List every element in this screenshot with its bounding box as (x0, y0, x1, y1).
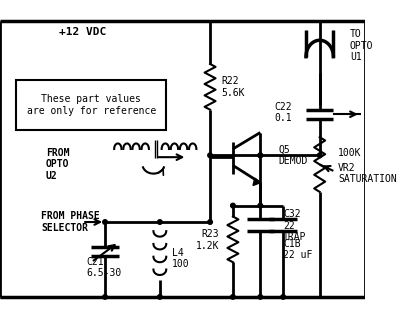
Circle shape (208, 153, 212, 158)
Text: R23
1.2K: R23 1.2K (196, 230, 219, 251)
Text: +12 VDC: +12 VDC (59, 27, 107, 37)
Text: These part values
are only for reference: These part values are only for reference (27, 94, 156, 116)
Text: FROM
OPTO
U2: FROM OPTO U2 (46, 148, 69, 181)
Polygon shape (253, 178, 260, 185)
Circle shape (258, 295, 262, 299)
Text: FROM PHASE
SELECTOR: FROM PHASE SELECTOR (41, 211, 100, 233)
Text: C1B
22 uF: C1B 22 uF (283, 238, 312, 260)
Text: C21
6.5-30: C21 6.5-30 (87, 257, 122, 279)
Circle shape (103, 295, 107, 299)
Circle shape (103, 220, 107, 224)
Text: L4
100: L4 100 (172, 248, 189, 269)
FancyBboxPatch shape (16, 80, 166, 130)
Text: C22
0.1: C22 0.1 (275, 102, 292, 123)
Circle shape (231, 203, 235, 208)
Circle shape (231, 295, 235, 299)
Text: Q5
DEMOD: Q5 DEMOD (278, 145, 308, 166)
Circle shape (281, 295, 286, 299)
Circle shape (158, 220, 162, 224)
Circle shape (258, 153, 262, 158)
Circle shape (158, 295, 162, 299)
Circle shape (258, 153, 262, 158)
Text: C32
22
TRAP: C32 22 TRAP (283, 209, 307, 242)
Text: TO
OPTO
U1: TO OPTO U1 (350, 29, 373, 62)
Text: R22
5.6K: R22 5.6K (221, 76, 244, 98)
Circle shape (208, 220, 212, 224)
Text: 100K: 100K (338, 148, 362, 158)
Circle shape (258, 203, 262, 208)
Text: VR2
SATURATION: VR2 SATURATION (338, 163, 397, 184)
Circle shape (317, 153, 322, 158)
